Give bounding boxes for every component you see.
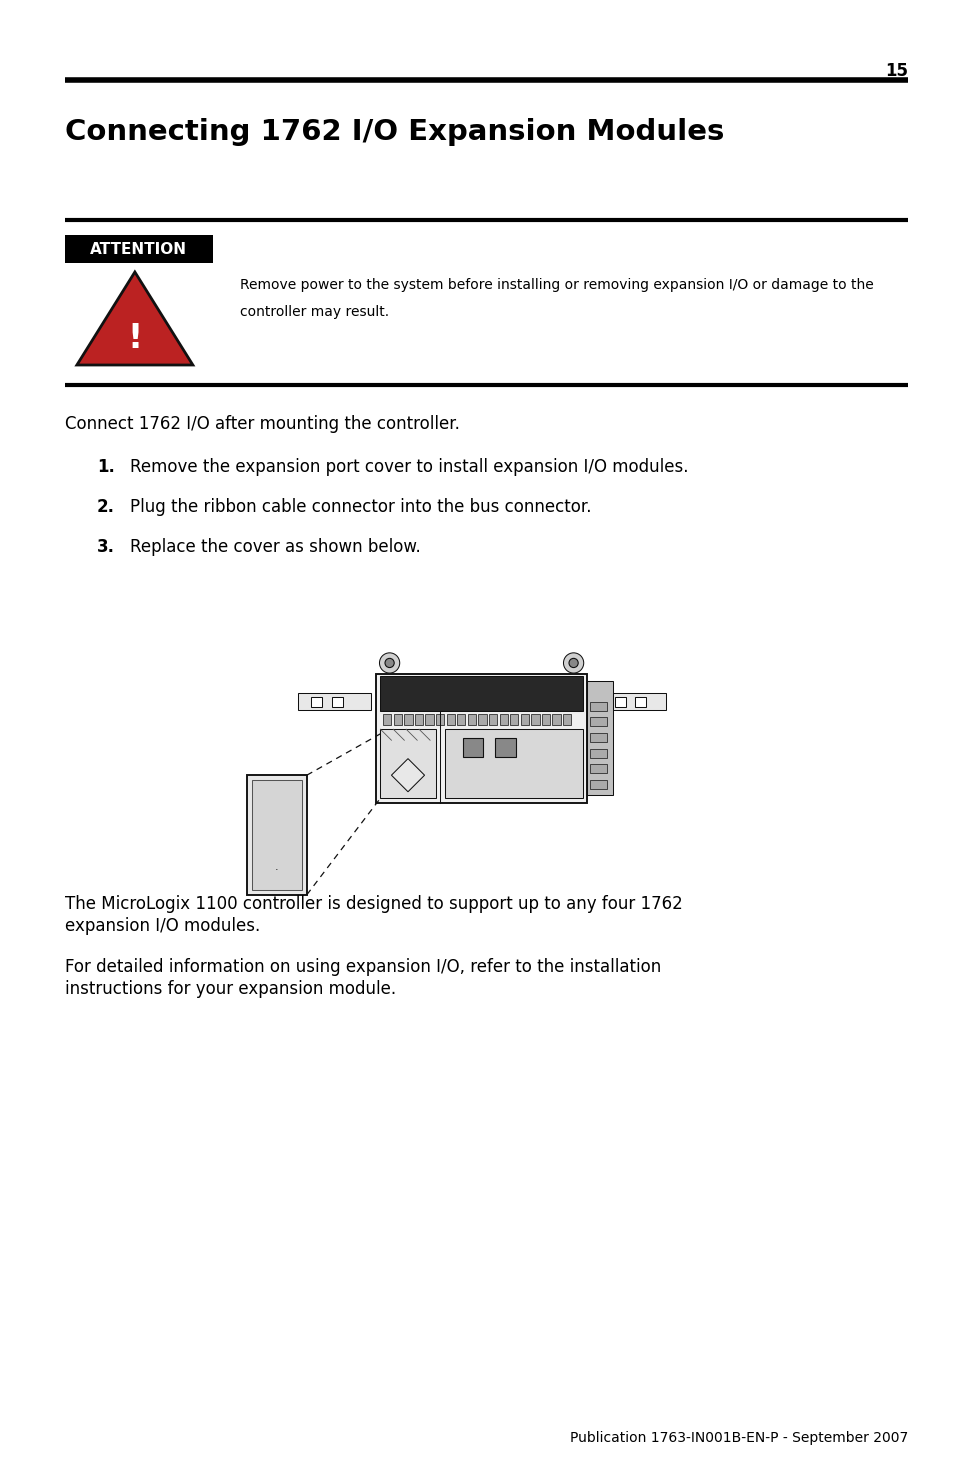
- Text: Connecting 1762 I/O Expansion Modules: Connecting 1762 I/O Expansion Modules: [65, 118, 723, 146]
- FancyBboxPatch shape: [332, 698, 342, 707]
- Circle shape: [563, 653, 583, 673]
- FancyBboxPatch shape: [436, 714, 444, 724]
- FancyBboxPatch shape: [425, 714, 434, 724]
- Text: 1.: 1.: [97, 459, 114, 476]
- FancyBboxPatch shape: [615, 698, 625, 707]
- FancyBboxPatch shape: [590, 702, 606, 711]
- Circle shape: [385, 658, 394, 668]
- Text: instructions for your expansion module.: instructions for your expansion module.: [65, 979, 395, 999]
- FancyBboxPatch shape: [297, 693, 371, 709]
- Text: !: !: [127, 323, 142, 355]
- FancyBboxPatch shape: [495, 739, 516, 757]
- FancyBboxPatch shape: [587, 681, 613, 795]
- Text: For detailed information on using expansion I/O, refer to the installation: For detailed information on using expans…: [65, 957, 660, 976]
- FancyBboxPatch shape: [552, 714, 560, 724]
- FancyBboxPatch shape: [541, 714, 550, 724]
- Text: .: .: [274, 863, 278, 872]
- FancyBboxPatch shape: [415, 714, 423, 724]
- FancyBboxPatch shape: [590, 764, 606, 773]
- Text: Plug the ribbon cable connector into the bus connector.: Plug the ribbon cable connector into the…: [130, 499, 591, 516]
- Text: ATTENTION: ATTENTION: [91, 242, 187, 257]
- FancyBboxPatch shape: [520, 714, 528, 724]
- FancyBboxPatch shape: [404, 714, 412, 724]
- FancyBboxPatch shape: [562, 714, 571, 724]
- Circle shape: [379, 653, 399, 673]
- Polygon shape: [391, 758, 424, 792]
- FancyBboxPatch shape: [444, 729, 582, 798]
- Text: Remove power to the system before installing or removing expansion I/O or damage: Remove power to the system before instal…: [239, 277, 873, 292]
- Text: 15: 15: [884, 62, 907, 80]
- Text: Remove the expansion port cover to install expansion I/O modules.: Remove the expansion port cover to insta…: [130, 459, 688, 476]
- FancyBboxPatch shape: [590, 748, 606, 758]
- Text: Publication 1763-IN001B-EN-P - September 2007: Publication 1763-IN001B-EN-P - September…: [569, 1431, 907, 1446]
- FancyBboxPatch shape: [594, 698, 605, 707]
- FancyBboxPatch shape: [65, 235, 213, 263]
- Text: Replace the cover as shown below.: Replace the cover as shown below.: [130, 538, 420, 556]
- FancyBboxPatch shape: [489, 714, 497, 724]
- FancyBboxPatch shape: [467, 714, 476, 724]
- FancyBboxPatch shape: [380, 729, 436, 798]
- FancyBboxPatch shape: [531, 714, 539, 724]
- Polygon shape: [77, 271, 193, 364]
- Text: The MicroLogix 1100 controller is designed to support up to any four 1762: The MicroLogix 1100 controller is design…: [65, 895, 682, 913]
- FancyBboxPatch shape: [380, 676, 582, 711]
- Text: controller may result.: controller may result.: [239, 305, 389, 319]
- FancyBboxPatch shape: [499, 714, 507, 724]
- FancyBboxPatch shape: [252, 780, 302, 891]
- FancyBboxPatch shape: [635, 698, 645, 707]
- FancyBboxPatch shape: [311, 698, 322, 707]
- FancyBboxPatch shape: [590, 780, 606, 789]
- Text: Connect 1762 I/O after mounting the controller.: Connect 1762 I/O after mounting the cont…: [65, 414, 459, 434]
- Circle shape: [568, 658, 578, 668]
- FancyBboxPatch shape: [590, 717, 606, 727]
- FancyBboxPatch shape: [510, 714, 517, 724]
- Text: 2.: 2.: [97, 499, 114, 516]
- FancyBboxPatch shape: [247, 776, 307, 895]
- FancyBboxPatch shape: [383, 714, 391, 724]
- FancyBboxPatch shape: [394, 714, 401, 724]
- FancyBboxPatch shape: [375, 674, 587, 802]
- FancyBboxPatch shape: [446, 714, 455, 724]
- FancyBboxPatch shape: [463, 739, 483, 757]
- Text: expansion I/O modules.: expansion I/O modules.: [65, 917, 260, 935]
- FancyBboxPatch shape: [456, 714, 465, 724]
- FancyBboxPatch shape: [590, 733, 606, 742]
- FancyBboxPatch shape: [587, 693, 665, 709]
- FancyBboxPatch shape: [477, 714, 486, 724]
- Text: 3.: 3.: [97, 538, 114, 556]
